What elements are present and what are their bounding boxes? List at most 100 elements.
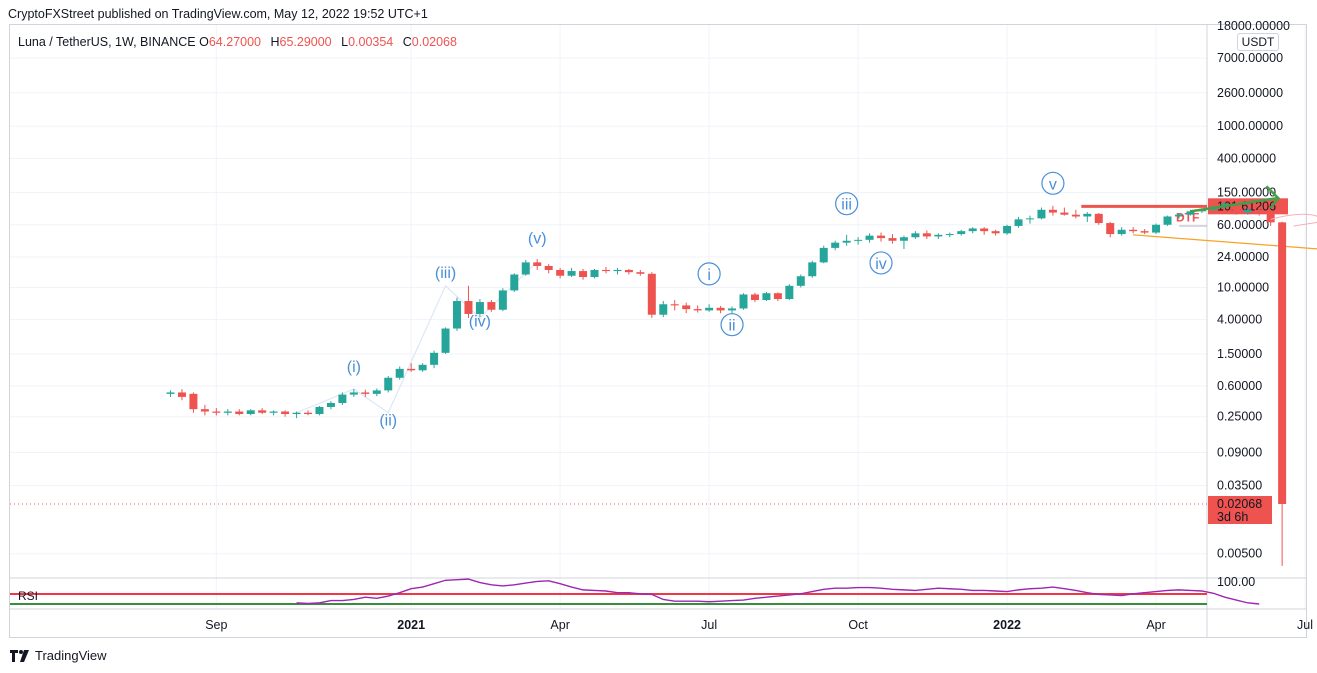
- y-tick-label: 0.00500: [1217, 547, 1262, 561]
- green-arrow-head: [1265, 185, 1281, 210]
- pink-sketch: [1270, 213, 1317, 227]
- y-tick-label: 2600.00000: [1217, 86, 1283, 100]
- candle-body: [533, 262, 542, 266]
- candle-body: [407, 368, 416, 371]
- wave-circle: [1041, 171, 1065, 195]
- wave-label: (iv): [469, 313, 491, 330]
- high-value: 65.29000: [279, 35, 332, 49]
- open-label: O: [199, 35, 209, 49]
- candle-body: [200, 409, 209, 412]
- y-tick-label: 150.00000: [1217, 186, 1276, 200]
- candle-body: [1174, 214, 1183, 217]
- candle-body: [854, 239, 863, 241]
- low-value: 0.00354: [348, 35, 394, 49]
- wave-label: (ii): [379, 413, 397, 430]
- candle-body: [1048, 209, 1057, 213]
- wave-label: v: [1049, 176, 1057, 193]
- close-label: C: [402, 35, 412, 49]
- candle-body: [1232, 203, 1241, 213]
- currency-button[interactable]: USDT: [1237, 33, 1279, 51]
- candle-body: [544, 265, 553, 270]
- candle-body: [361, 392, 370, 394]
- y-tick-label: 1.50000: [1217, 347, 1262, 361]
- candle-body: [1163, 216, 1172, 225]
- candle-body: [877, 235, 886, 239]
- rsi-line: [296, 578, 1260, 605]
- last-price-label: 0.02068: [1217, 497, 1262, 511]
- candle-body: [659, 304, 668, 315]
- candle-body: [865, 235, 874, 240]
- candle-body: [441, 328, 450, 353]
- candle-body: [670, 304, 679, 306]
- candle-body: [1186, 211, 1195, 215]
- candle-body: [1140, 231, 1149, 233]
- candle-body: [372, 390, 381, 394]
- candle-body: [1117, 229, 1126, 235]
- rsi-label: RSI: [18, 589, 38, 603]
- candle-body: [728, 308, 737, 311]
- x-tick-label: Oct: [848, 618, 868, 632]
- chart-frame: [9, 24, 1307, 638]
- candle-body: [189, 393, 198, 410]
- candle-body: [1071, 214, 1080, 217]
- candle-body: [1106, 223, 1115, 235]
- y-tick-label: 7000.00000: [1217, 51, 1283, 65]
- wave-circle: [869, 251, 893, 275]
- candle-body: [1243, 209, 1252, 213]
- y-tick-label: 1000.00000: [1217, 119, 1283, 133]
- y-tick-label: 18000.00000: [1217, 19, 1290, 33]
- x-tick-label: 2021: [397, 618, 425, 632]
- x-tick-label: Jul: [1297, 618, 1313, 632]
- candle-body: [1152, 224, 1161, 233]
- wave-label: ii: [728, 318, 735, 335]
- candle-body: [1094, 213, 1103, 224]
- tradingview-footer[interactable]: TradingView: [10, 648, 107, 663]
- y-tick-label: 0.03500: [1217, 479, 1262, 493]
- candle-body: [682, 305, 691, 310]
- candle-body: [957, 231, 966, 235]
- last-price-badge: [1208, 496, 1272, 525]
- y-tick-label: 400.00000: [1217, 151, 1276, 165]
- candle-body: [1060, 212, 1069, 215]
- candle-body: [579, 271, 588, 278]
- candle-body: [705, 307, 714, 311]
- marked-level-badge: [1208, 198, 1288, 215]
- candle-body: [1083, 213, 1092, 217]
- candle-body: [166, 392, 175, 394]
- y-tick-label: 0.25000: [1217, 410, 1262, 424]
- candle-body: [922, 233, 931, 237]
- candle-body: [1026, 218, 1034, 220]
- publisher-header: CryptoFXStreet published on TradingView.…: [8, 7, 428, 21]
- candle-body: [315, 406, 324, 415]
- candle-body: [269, 411, 278, 413]
- wave-circle: [697, 262, 721, 286]
- candle-body: [567, 271, 576, 276]
- y-tick-label: 4.00000: [1217, 313, 1262, 327]
- candle-body: [384, 377, 393, 391]
- candle-body: [430, 352, 439, 365]
- candle-body: [556, 269, 565, 276]
- candle-body: [762, 293, 771, 301]
- wave-path: [296, 261, 538, 414]
- x-tick-label: Jul: [701, 618, 717, 632]
- candle-body: [899, 237, 908, 241]
- candle-body: [796, 276, 805, 286]
- candle-body: [980, 228, 989, 232]
- candle-body: [750, 294, 759, 301]
- candle-body: [475, 302, 484, 314]
- candle-body: [842, 240, 851, 243]
- candle-body: [418, 364, 427, 371]
- y-tick-label: 0.60000: [1217, 379, 1262, 393]
- wave-label: iv: [875, 256, 887, 273]
- orange-trendline: [1133, 234, 1317, 250]
- candle-body: [498, 290, 507, 310]
- wave-circle: [720, 313, 744, 337]
- candle-body: [945, 234, 954, 236]
- candle-body: [212, 411, 221, 413]
- wave-label: iii: [841, 197, 852, 214]
- low-label: L: [341, 35, 349, 49]
- wave-label: (iii): [435, 265, 456, 282]
- candle-body: [281, 411, 290, 415]
- wave-label: (v): [528, 231, 547, 248]
